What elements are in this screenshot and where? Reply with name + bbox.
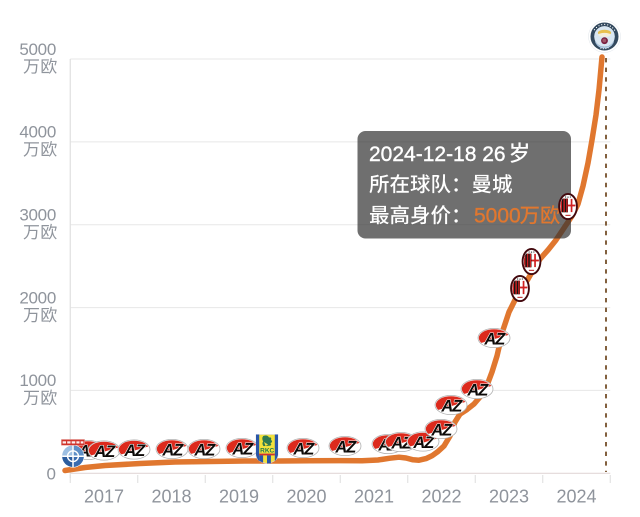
svg-text:5000: 5000 — [19, 40, 56, 59]
svg-text:5000: 5000 — [474, 205, 521, 228]
svg-text:1000: 1000 — [19, 371, 56, 390]
svg-text:2019: 2019 — [219, 487, 259, 507]
svg-text:0: 0 — [47, 464, 56, 483]
svg-text:2017: 2017 — [84, 487, 124, 507]
svg-text:2018: 2018 — [151, 487, 191, 507]
svg-text:2000: 2000 — [19, 288, 56, 307]
svg-text:4000: 4000 — [19, 123, 56, 142]
svg-text:2024: 2024 — [556, 487, 596, 507]
svg-text:3000: 3000 — [19, 206, 56, 225]
svg-text:2020: 2020 — [286, 487, 326, 507]
svg-text:2021: 2021 — [354, 487, 394, 507]
svg-text:2022: 2022 — [421, 487, 461, 507]
svg-text:2024-12-18 26: 2024-12-18 26 — [369, 143, 506, 166]
svg-text:2023: 2023 — [489, 487, 529, 507]
